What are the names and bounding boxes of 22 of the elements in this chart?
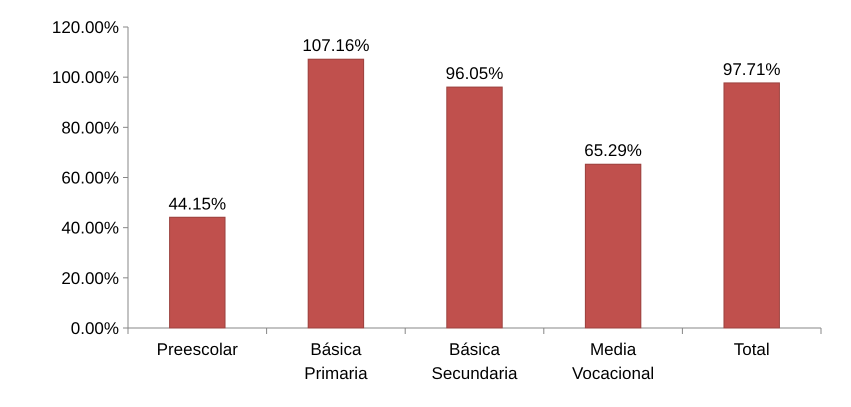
x-tick-label: Preescolar (156, 340, 238, 359)
data-label: 44.15% (168, 194, 226, 214)
x-tick-label: Media Vocacional (572, 340, 654, 383)
bar (446, 86, 503, 328)
x-tick-label: Básica Secundaria (431, 340, 518, 383)
data-label: 97.71% (722, 60, 781, 79)
y-tick-label: 0.00% (70, 318, 119, 338)
x-tick-label: Básica Primaria (304, 340, 368, 383)
data-label: 96.05% (446, 64, 504, 84)
bar (584, 164, 642, 328)
bar (308, 58, 364, 328)
y-tick-label: 100.00% (52, 68, 119, 88)
bar (723, 82, 780, 328)
y-tick-label: 120.00% (52, 18, 119, 37)
x-tick-label: Total (734, 340, 770, 359)
y-tick-label: 60.00% (61, 168, 119, 188)
y-tick-label: 20.00% (61, 268, 119, 288)
bar (169, 216, 226, 328)
y-tick-label: 80.00% (61, 118, 119, 138)
data-label: 107.16% (302, 36, 370, 56)
y-tick-label: 40.00% (61, 218, 119, 238)
data-label: 65.29% (584, 141, 642, 160)
